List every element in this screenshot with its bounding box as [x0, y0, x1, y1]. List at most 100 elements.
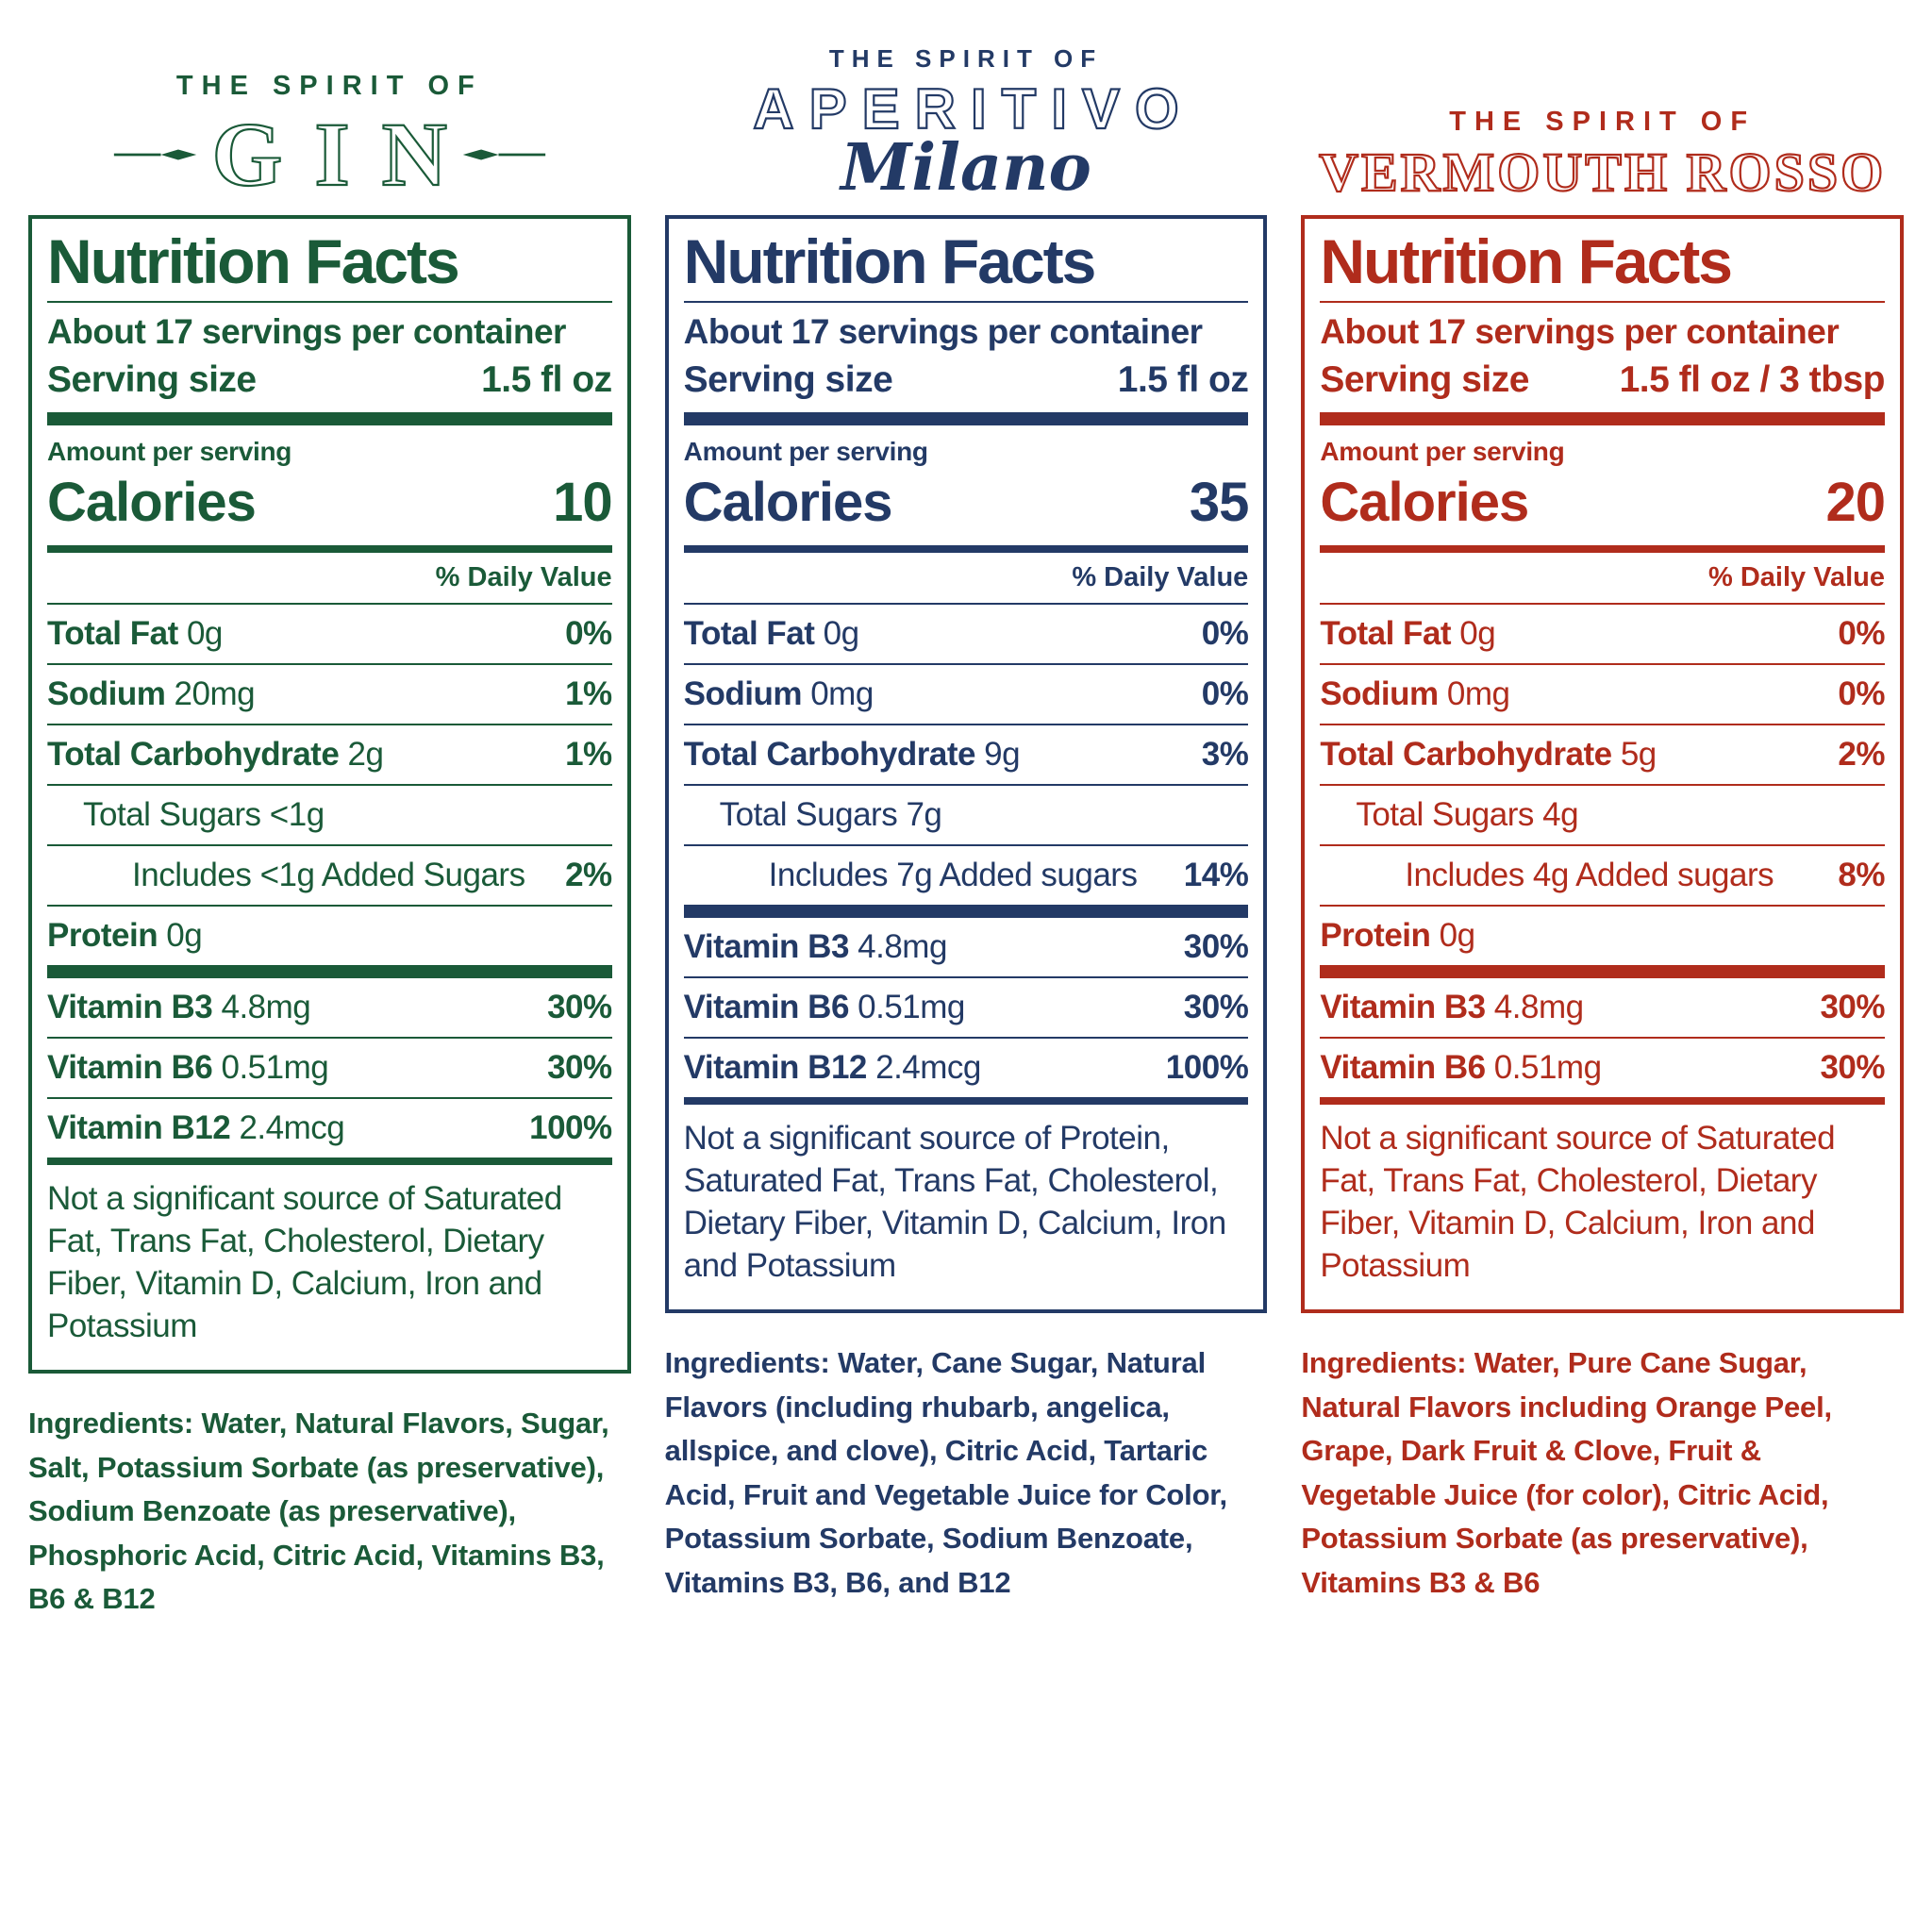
aperitivo-servings-per-container: About 17 servings per container	[683, 312, 1203, 352]
aperitivo-brand-eyebrow: THE SPIRIT OF	[828, 44, 1104, 73]
serving-size-value: 1.5 fl oz	[481, 359, 612, 401]
nutrient-daily-value: 8%	[1838, 857, 1885, 894]
nutrient-name: Total Sugars 7g	[719, 796, 942, 834]
gin-ingredients: Ingredients: Water, Natural Flavors, Sug…	[28, 1402, 631, 1622]
label-column-aperitivo: THE SPIRIT OF APERITIVO Milano Nutrition…	[664, 25, 1268, 1622]
nutrient-name: Sodium 0mg	[683, 675, 874, 713]
nutrient-name: Vitamin B3 4.8mg	[1320, 989, 1584, 1026]
gin-serving-size-row: Serving size 1.5 fl oz	[47, 359, 612, 412]
nutrient-name: Includes <1g Added Sugars	[132, 857, 525, 894]
section-divider	[683, 905, 1249, 919]
nutrient-row: Total Fat 0g 0%	[47, 605, 612, 663]
nutrient-daily-value: 1%	[565, 675, 612, 713]
gin-brand-title: GIN	[211, 104, 479, 205]
nutrient-row: Vitamin B12 2.4mcg 100%	[47, 1097, 612, 1158]
gin-nutrition-facts-panel: Nutrition Facts About 17 servings per co…	[28, 215, 631, 1374]
ingredients-text: Water, Natural Flavors, Sugar, Salt, Pot…	[28, 1407, 609, 1616]
medium-divider	[1320, 545, 1885, 554]
serving-size-label: Serving size	[683, 359, 893, 401]
nutrient-name: Protein 0g	[47, 917, 203, 955]
label-sheet: THE SPIRIT OF GIN Nutrition Facts About …	[28, 25, 1904, 1622]
nutrient-daily-value: 0%	[1838, 675, 1885, 713]
nutrient-name: Protein 0g	[1320, 917, 1475, 955]
nutrient-name: Includes 7g Added sugars	[768, 857, 1138, 894]
vermouth-serving-size-row: Serving size 1.5 fl oz / 3 tbsp	[1320, 359, 1885, 412]
nutrient-daily-value: 0%	[1201, 675, 1249, 713]
label-column-vermouth-rosso: THE SPIRIT OF VERMOUTH ROSSO Nutrition F…	[1301, 25, 1904, 1622]
nutrient-name: Vitamin B6 0.51mg	[1320, 1049, 1602, 1087]
serving-size-label: Serving size	[47, 359, 257, 401]
nutrient-name: Total Fat 0g	[47, 615, 223, 653]
nutrient-name: Vitamin B3 4.8mg	[683, 928, 948, 966]
gin-servings-per-container: About 17 servings per container	[47, 312, 566, 352]
calories-value: 10	[553, 472, 613, 534]
nutrient-name: Vitamin B12 2.4mcg	[47, 1109, 345, 1147]
amount-per-serving-label: Amount per serving	[683, 437, 928, 467]
thick-divider	[47, 412, 612, 426]
nutrient-name: Vitamin B6 0.51mg	[683, 989, 966, 1026]
nutrient-daily-value: 0%	[565, 615, 612, 653]
gin-brand-title-row: GIN	[112, 104, 547, 205]
serving-size-value: 1.5 fl oz	[1117, 359, 1249, 401]
nutrient-row: Vitamin B3 4.8mg 30%	[1320, 978, 1885, 1037]
ingredients-text: Water, Cane Sugar, Natural Flavors (incl…	[664, 1346, 1227, 1599]
nutrient-daily-value: 30%	[547, 1049, 612, 1087]
aperitivo-calories-row: Calories 35	[684, 467, 1250, 545]
nutrient-name: Total Sugars 4g	[1356, 796, 1579, 834]
vermouth-calories-row: Calories 20	[1320, 467, 1886, 545]
calories-label: Calories	[1320, 472, 1529, 534]
divider	[1320, 301, 1885, 304]
nutrient-daily-value: 30%	[547, 989, 612, 1026]
nutrient-row: Vitamin B6 0.51mg 30%	[47, 1037, 612, 1097]
amount-per-serving-label: Amount per serving	[47, 437, 292, 467]
nutrient-row: Total Sugars 7g	[683, 784, 1249, 844]
section-divider	[683, 1097, 1249, 1106]
gin-brand-eyebrow: THE SPIRIT OF	[175, 71, 483, 101]
calories-label: Calories	[47, 472, 257, 534]
daily-value-header: % Daily Value	[47, 553, 612, 606]
vermouth-servings-per-container: About 17 servings per container	[1320, 312, 1840, 352]
nutrient-name: Includes 4g Added sugars	[1405, 857, 1774, 894]
nutrient-name: Total Carbohydrate 5g	[1320, 736, 1657, 774]
vermouth-brand-header: THE SPIRIT OF VERMOUTH ROSSO	[1301, 25, 1904, 201]
gin-nutrition-facts-title: Nutrition Facts	[47, 226, 460, 296]
nutrient-name: Total Sugars <1g	[83, 796, 325, 834]
nutrient-name: Total Fat 0g	[1320, 615, 1496, 653]
thick-divider	[1320, 412, 1885, 426]
gin-nutrient-rows: Total Fat 0g 0% Sodium 20mg 1% Total Carbohy…	[47, 605, 612, 1166]
nutrient-row: Vitamin B3 4.8mg 30%	[684, 918, 1249, 976]
daily-value-header: % Daily Value	[683, 553, 1249, 606]
nutrient-name: Total Carbohydrate 9g	[683, 736, 1021, 774]
nutrient-row: Total Sugars <1g	[47, 784, 612, 844]
aperitivo-footnote: Not a significant source of Protein, Sat…	[683, 1120, 1227, 1284]
gin-footnote: Not a significant source of Saturated Fa…	[47, 1180, 562, 1344]
nutrient-name: Vitamin B6 0.51mg	[47, 1049, 329, 1087]
nutrient-daily-value: 1%	[565, 736, 612, 774]
label-column-gin: THE SPIRIT OF GIN Nutrition Facts About …	[28, 25, 631, 1622]
nutrient-daily-value: 30%	[1183, 989, 1249, 1026]
medium-divider	[47, 545, 612, 554]
nutrient-daily-value: 0%	[1201, 615, 1249, 653]
nutrient-row: Total Fat 0g 0%	[684, 605, 1249, 663]
ingredients-label: Ingredients:	[664, 1346, 830, 1380]
nutrient-name: Vitamin B12 2.4mcg	[683, 1049, 982, 1087]
calories-value: 20	[1825, 472, 1886, 534]
nutrient-daily-value: 14%	[1183, 857, 1249, 894]
nutrient-name: Sodium 20mg	[47, 675, 256, 713]
nutrient-row: Includes <1g Added Sugars 2%	[47, 844, 612, 905]
vermouth-nutrition-facts-panel: Nutrition Facts About 17 servings per co…	[1301, 215, 1904, 1314]
nutrient-row: Total Carbohydrate 9g 3%	[683, 724, 1249, 784]
vermouth-nutrition-facts-title: Nutrition Facts	[1320, 226, 1733, 296]
nutrient-name: Total Carbohydrate 2g	[47, 736, 384, 774]
nutrient-daily-value: 30%	[1183, 928, 1249, 966]
divider	[683, 301, 1249, 304]
nutrient-name: Total Fat 0g	[683, 615, 859, 653]
medium-divider	[683, 545, 1249, 554]
section-divider	[1320, 1097, 1885, 1106]
nutrient-row: Sodium 0mg 0%	[1320, 663, 1885, 724]
daily-value-header: % Daily Value	[1320, 553, 1885, 606]
aperitivo-brand-header: THE SPIRIT OF APERITIVO Milano	[665, 25, 1268, 200]
nutrient-row: Sodium 0mg 0%	[683, 663, 1249, 724]
nutrient-row: Total Sugars 4g	[1320, 784, 1885, 844]
nutrient-daily-value: 100%	[1165, 1049, 1249, 1087]
